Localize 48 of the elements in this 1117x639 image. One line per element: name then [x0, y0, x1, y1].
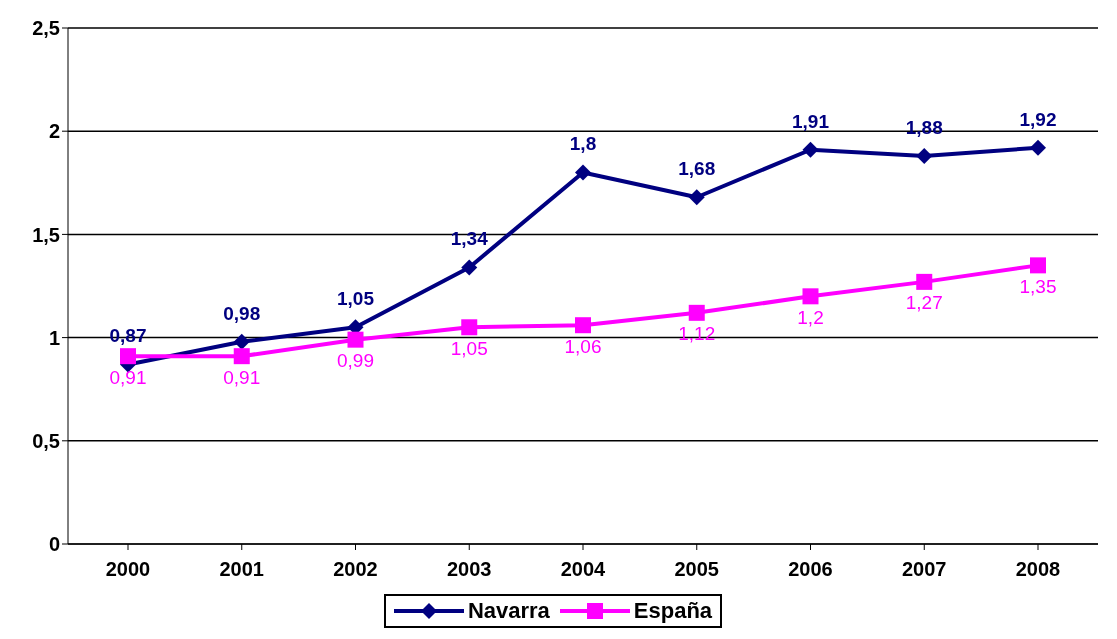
point [802, 288, 819, 305]
data-label: 1,06 [564, 335, 602, 357]
point [461, 319, 478, 336]
y-tick-label: 2 [48, 120, 60, 143]
x-tick-label: 2001 [219, 558, 264, 581]
point [461, 259, 478, 276]
y-tick-label: 0 [48, 533, 60, 556]
data-label: 1,68 [678, 158, 716, 180]
point [688, 304, 705, 321]
x-tick-label: 2005 [674, 558, 719, 581]
data-label: 1,91 [792, 110, 830, 132]
point [347, 331, 364, 348]
point [120, 348, 136, 365]
data-label: 1,27 [905, 292, 943, 314]
data-label: 1,2 [797, 306, 824, 328]
x-tick-label: 2004 [560, 558, 607, 581]
x-tick-label: 2007 [902, 558, 947, 581]
legend-label: Navarra [467, 598, 550, 624]
point [802, 141, 819, 158]
x-tick-label: 2002 [333, 558, 378, 581]
x-tick-label: 2006 [788, 558, 833, 581]
data-label: 1,8 [569, 133, 597, 155]
x-tick-label: 2008 [1015, 558, 1061, 581]
y-tick-label: 2,5 [32, 17, 60, 40]
data-label: 1,92 [1019, 108, 1057, 130]
point [575, 317, 591, 334]
point [233, 333, 250, 350]
x-tick-label: 2000 [105, 558, 151, 581]
point [1030, 139, 1046, 156]
y-tick-label: 1 [48, 326, 60, 349]
data-label: 0,98 [223, 302, 261, 324]
y-tick-label: 0,5 [32, 429, 60, 452]
data-label: 1,05 [450, 337, 488, 359]
data-label: 0,91 [223, 366, 261, 388]
point [1030, 257, 1046, 274]
legend-label: España [633, 598, 713, 624]
data-label: 1,35 [1019, 275, 1057, 297]
point [916, 147, 933, 164]
point [916, 273, 933, 290]
y-tick-label: 1,5 [32, 223, 60, 246]
data-label: 0,91 [109, 366, 147, 388]
data-label: 0,99 [337, 350, 374, 372]
x-tick-label: 2003 [447, 558, 492, 581]
point [688, 189, 705, 206]
data-label: 1,34 [450, 228, 489, 250]
point [233, 348, 250, 365]
data-label: 1,05 [337, 288, 375, 310]
point [575, 164, 591, 181]
